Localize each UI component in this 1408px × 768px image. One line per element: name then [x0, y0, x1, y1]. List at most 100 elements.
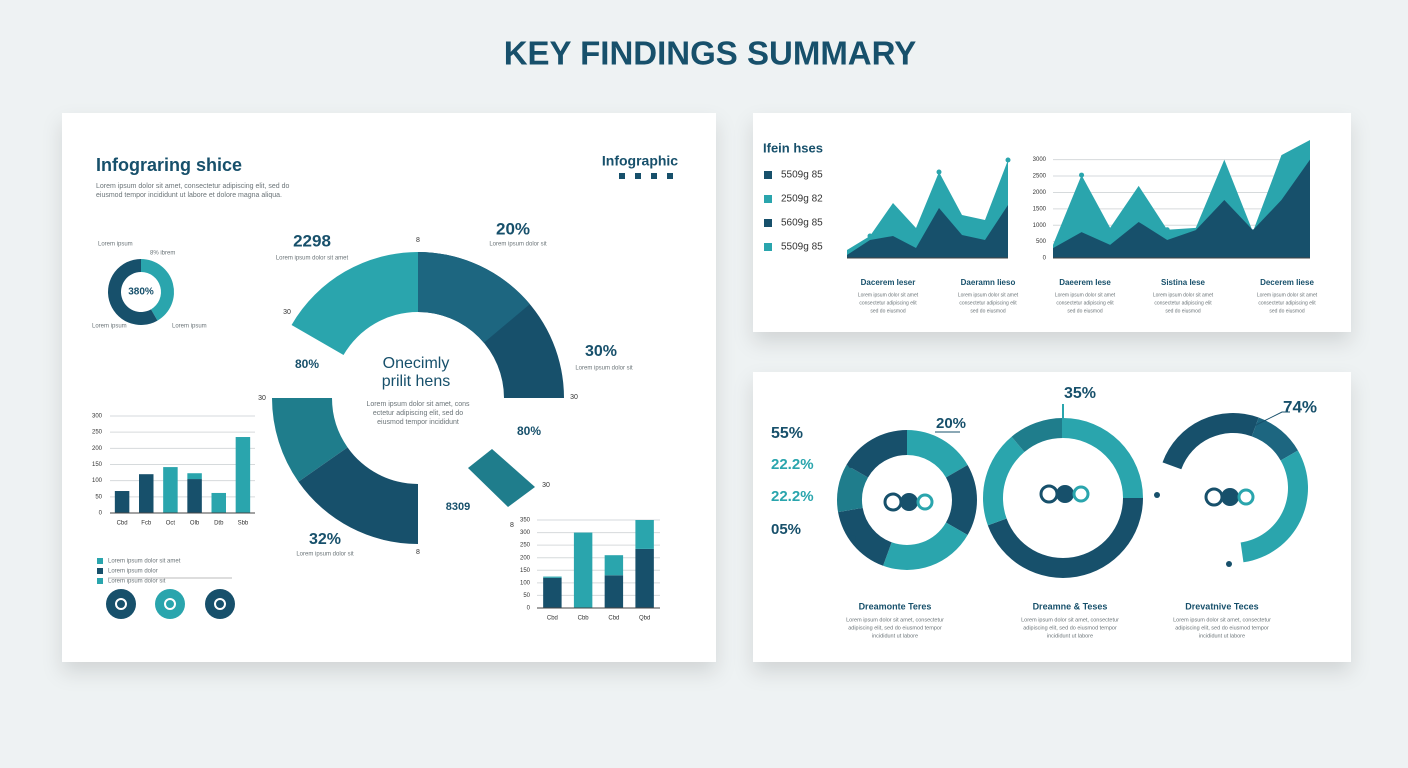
y-tick-label: 50 — [95, 494, 102, 500]
x-tick-label: Oct — [166, 521, 176, 527]
y-tick-label: 2000 — [1033, 190, 1047, 196]
caption-text: adipiscing elit, sed do eiusmod tempor — [1023, 625, 1117, 631]
legend-swatch — [97, 568, 103, 574]
percent-label: 20% — [936, 415, 966, 432]
y-tick-label: 300 — [92, 414, 103, 420]
x-tick-label: Fcb — [141, 521, 152, 527]
y-tick-label: 1500 — [1033, 206, 1047, 212]
area — [847, 160, 1008, 258]
x-tick-label: Cbb — [578, 616, 590, 622]
marker-dot — [1226, 561, 1232, 567]
ring-text: ectetur adipiscing elit, sed do — [373, 410, 463, 417]
bar — [187, 473, 202, 480]
ring-segment — [298, 447, 418, 544]
caption-text: incididunt ut labore — [1047, 633, 1093, 639]
caption-title: Drevatnive Teces — [1185, 601, 1258, 611]
ring-label: 32% — [309, 531, 341, 548]
ring-center: prilit hens — [382, 373, 450, 390]
mini-donut-label: 380% — [128, 287, 154, 298]
caption-text: consectetur adipiscing elit — [859, 300, 917, 306]
x-tick-label: Cbd — [117, 521, 128, 527]
bar — [604, 575, 624, 608]
caption-text: consectetur adipiscing elit — [1154, 300, 1212, 306]
legend-text: Lorem ipsum dolor sit amet — [108, 559, 181, 565]
caption-text: incididunt ut labore — [1199, 633, 1245, 639]
badge-dot — [619, 173, 625, 179]
ring-note: Lorem ipsum dolor sit — [575, 366, 633, 372]
donut-segment — [1240, 450, 1309, 563]
area — [847, 205, 1008, 258]
caption-text: adipiscing elit, sed do eiusmod tempor — [1175, 625, 1269, 631]
y-tick-label: 250 — [92, 430, 103, 436]
mini-note: Lorem ipsum — [98, 242, 133, 248]
icon-glyph — [1237, 488, 1255, 506]
icon-glyph — [164, 598, 176, 610]
bar — [543, 576, 562, 578]
legend-text: 2509g 82 — [781, 194, 823, 205]
x-tick-label: Cbd — [608, 616, 619, 622]
ring-label: 20% — [496, 219, 530, 238]
x-tick-label: Cbd — [547, 616, 558, 622]
percent-label: 05% — [771, 521, 801, 538]
y-tick-label: 350 — [520, 518, 531, 524]
donut-segment — [837, 465, 869, 513]
bar — [139, 474, 154, 513]
ring-segment — [272, 398, 348, 482]
ring-label: 2298 — [293, 231, 331, 250]
point — [936, 169, 942, 175]
caption-text: sed do eiusmod — [1067, 308, 1103, 314]
icon — [155, 589, 185, 619]
y-tick-label: 0 — [527, 606, 531, 612]
legend-title: Ifein hses — [763, 140, 823, 155]
ring-note: Lorem ipsum dolor sit — [489, 242, 547, 248]
legend-swatch — [764, 171, 772, 179]
caption-text: consectetur adipiscing elit — [1258, 300, 1316, 306]
legend-swatch — [97, 558, 103, 564]
donut-segment — [883, 522, 968, 570]
icon-glyph — [916, 493, 934, 511]
donut-segment — [982, 436, 1025, 526]
caption-title: Dreamne & Teses — [1033, 601, 1108, 611]
ring-segment — [418, 252, 530, 343]
legend-swatch — [764, 195, 772, 203]
percent-label: 74% — [1283, 397, 1317, 416]
badge-dot — [651, 173, 657, 179]
marker-dot — [850, 535, 856, 541]
icon-glyph — [900, 493, 918, 511]
donut-segment — [838, 507, 892, 566]
intro-text: eiusmod tempor incididunt ut labore et d… — [96, 192, 282, 199]
bar — [635, 548, 654, 608]
badge-dot — [667, 173, 673, 179]
icon-glyph — [1056, 485, 1074, 503]
caption-title: Dacerem Ieser — [861, 278, 916, 287]
caption-text: Lorem ipsum dolor sit amet, consectetur — [1173, 617, 1271, 623]
bar — [235, 437, 251, 513]
ring-note: Lorem ipsum dolor sit — [296, 552, 354, 558]
caption-text: consectetur adipiscing elit — [1056, 300, 1114, 306]
ring-note: Lorem ipsum dolor sit amet — [276, 256, 349, 262]
y-tick-label: 100 — [92, 478, 103, 484]
intro-text: Lorem ipsum dolor sit amet, consectetur … — [96, 183, 289, 190]
ring-tick: 8 — [416, 237, 420, 244]
legend-text: 5609g 85 — [781, 218, 823, 229]
caption-title: Daeramn Iieso — [961, 278, 1016, 287]
caption-text: Lorem ipsum dolor sit amet — [1153, 292, 1214, 298]
y-tick-label: 200 — [520, 555, 531, 561]
point — [1079, 172, 1085, 178]
icon-glyph — [115, 598, 127, 610]
mini-note: 8% ibrem — [150, 251, 175, 257]
badge-dot — [635, 173, 641, 179]
ring-label: 8309 — [446, 501, 470, 513]
icon — [205, 589, 235, 619]
caption-text: Lorem ipsum dolor sit amet — [958, 292, 1019, 298]
y-tick-label: 150 — [520, 568, 531, 574]
marker-dot — [848, 462, 854, 468]
donut-segment — [1011, 418, 1063, 453]
x-tick-label: Sbb — [238, 521, 249, 527]
ring-tick: 30 — [570, 394, 578, 401]
ring-label: 80% — [295, 357, 319, 371]
x-tick-label: Dtb — [214, 521, 224, 527]
percent-label: 22.2% — [771, 488, 814, 505]
percent-label: 55% — [771, 425, 803, 442]
caption-text: Lorem ipsum dolor sit amet — [858, 292, 919, 298]
